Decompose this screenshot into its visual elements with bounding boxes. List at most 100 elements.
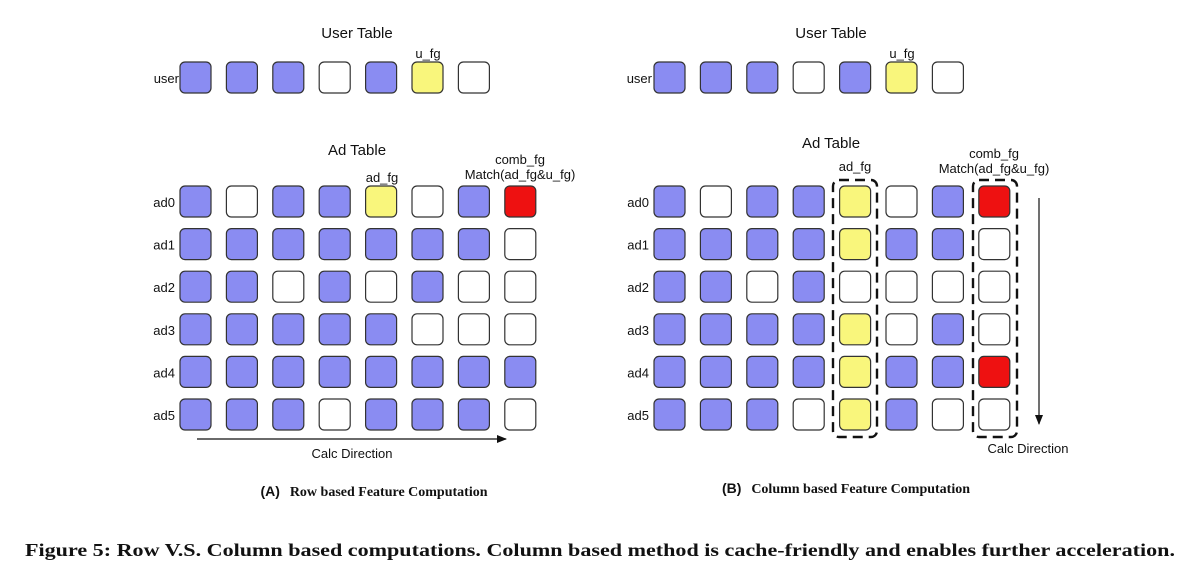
panel-b-caption-text: Column based Feature Computation <box>751 482 970 497</box>
panel-b-calc-direction-label: Calc Direction <box>988 441 1069 456</box>
a-ad-cell <box>179 313 212 346</box>
a-ad-cell <box>457 398 490 431</box>
a-ad-cell <box>179 185 212 218</box>
a-ad-row-label: ad4 <box>153 365 175 380</box>
panel-a-ad-fg-label: ad_fg <box>366 170 399 185</box>
b-ad-cell <box>792 355 825 388</box>
b-ad-row-label: ad2 <box>627 280 649 295</box>
b-ad-cell <box>885 398 918 431</box>
a-ad-cell <box>225 185 258 218</box>
b-ad-cell <box>931 270 965 303</box>
b-ad-cell <box>699 398 733 431</box>
a-ad-row-label: ad5 <box>153 408 175 423</box>
b-user-cell <box>931 61 965 94</box>
panel-a-caption-prefix: (A) <box>260 483 279 499</box>
b-ad-cell <box>746 185 779 218</box>
b-user-cell <box>885 61 918 94</box>
panel-a-u-fg-label: u_fg <box>415 46 440 61</box>
a-ad-cell <box>272 355 305 388</box>
a-ad-cell <box>272 270 305 303</box>
b-ad-cell <box>931 355 965 388</box>
b-ad-row-label: ad1 <box>627 238 649 253</box>
a-ad-cell <box>411 398 444 431</box>
b-ad-cell <box>699 270 733 303</box>
b-ad-cell <box>699 185 733 218</box>
a-ad-cell <box>504 185 537 218</box>
a-ad-cell <box>411 270 444 303</box>
a-ad-cell <box>504 228 537 261</box>
a-ad-cell <box>365 398 398 431</box>
a-ad-cell <box>225 398 258 431</box>
panel-b: User Table user u_fg Ad Table ad_fg comb… <box>627 25 1069 497</box>
a-ad-cell <box>365 313 398 346</box>
a-ad-cell <box>365 355 398 388</box>
b-ad-row-label: ad4 <box>627 365 649 380</box>
b-user-cell <box>653 61 686 94</box>
a-user-cell <box>318 61 351 94</box>
a-ad-cell <box>318 398 351 431</box>
b-ad-cell <box>746 313 779 346</box>
panel-a-match-label: Match(ad_fg&u_fg) <box>465 167 576 182</box>
a-ad-row-label: ad0 <box>153 195 175 210</box>
a-ad-cell <box>272 398 305 431</box>
panel-b-ad-fg-column-outline <box>831 178 879 439</box>
a-ad-row-label: ad1 <box>153 238 175 253</box>
b-ad-cell <box>792 228 825 261</box>
b-ad-cell <box>885 313 918 346</box>
b-ad-cell <box>885 228 918 261</box>
panel-a-user-cells <box>179 61 490 94</box>
b-ad-cell <box>746 398 779 431</box>
b-ad-cell <box>978 398 1011 431</box>
panel-b-ad-fg-label: ad_fg <box>839 159 872 174</box>
a-ad-cell <box>179 228 212 261</box>
a-ad-cell <box>411 313 444 346</box>
b-ad-cell <box>838 270 872 303</box>
b-ad-cell <box>838 313 872 346</box>
a-ad-cell <box>318 355 351 388</box>
b-user-cell <box>746 61 779 94</box>
b-ad-cell <box>653 398 686 431</box>
panel-b-user-cells <box>653 61 965 94</box>
b-user-cell <box>792 61 825 94</box>
a-ad-cell <box>411 228 444 261</box>
a-user-cell <box>365 61 398 94</box>
a-ad-cell <box>457 185 490 218</box>
b-ad-cell <box>792 185 825 218</box>
a-ad-cell <box>504 313 537 346</box>
b-ad-cell <box>653 355 686 388</box>
b-ad-cell <box>746 355 779 388</box>
a-user-cell <box>225 61 258 94</box>
b-ad-cell <box>978 185 1011 218</box>
b-ad-row-label: ad3 <box>627 323 649 338</box>
panel-b-caption-prefix: (B) <box>722 480 741 496</box>
a-ad-cell <box>411 355 444 388</box>
b-ad-cell <box>792 270 825 303</box>
a-ad-cell <box>272 185 305 218</box>
panel-b-user-table-title: User Table <box>795 25 866 42</box>
a-user-cell <box>411 61 444 94</box>
panel-a-ad-table-title: Ad Table <box>328 142 386 159</box>
panel-a-caption: (A) Row based Feature Computation <box>260 483 487 500</box>
b-ad-cell <box>653 270 686 303</box>
b-ad-cell <box>746 228 779 261</box>
b-ad-cell <box>885 355 918 388</box>
a-ad-cell <box>179 398 212 431</box>
panel-b-u-fg-label: u_fg <box>889 46 914 61</box>
a-ad-cell <box>318 270 351 303</box>
a-ad-cell <box>225 228 258 261</box>
a-ad-cell <box>504 398 537 431</box>
panel-a-ad-row-labels: ad0 ad1 ad2 ad3 ad4 ad5 <box>153 195 175 423</box>
b-ad-cell <box>792 398 825 431</box>
a-ad-cell <box>365 185 398 218</box>
panel-b-caption: (B) Column based Feature Computation <box>722 480 970 497</box>
b-ad-cell <box>931 185 965 218</box>
b-user-cell <box>838 61 872 94</box>
a-ad-cell <box>504 270 537 303</box>
a-ad-row-label: ad2 <box>153 280 175 295</box>
panel-b-ad-table-title: Ad Table <box>802 135 860 152</box>
panel-a-caption-text: Row based Feature Computation <box>290 485 488 500</box>
a-ad-cell <box>225 313 258 346</box>
a-ad-row-label: ad3 <box>153 323 175 338</box>
a-ad-cell <box>365 270 398 303</box>
panel-a-user-table-title: User Table <box>321 25 392 42</box>
